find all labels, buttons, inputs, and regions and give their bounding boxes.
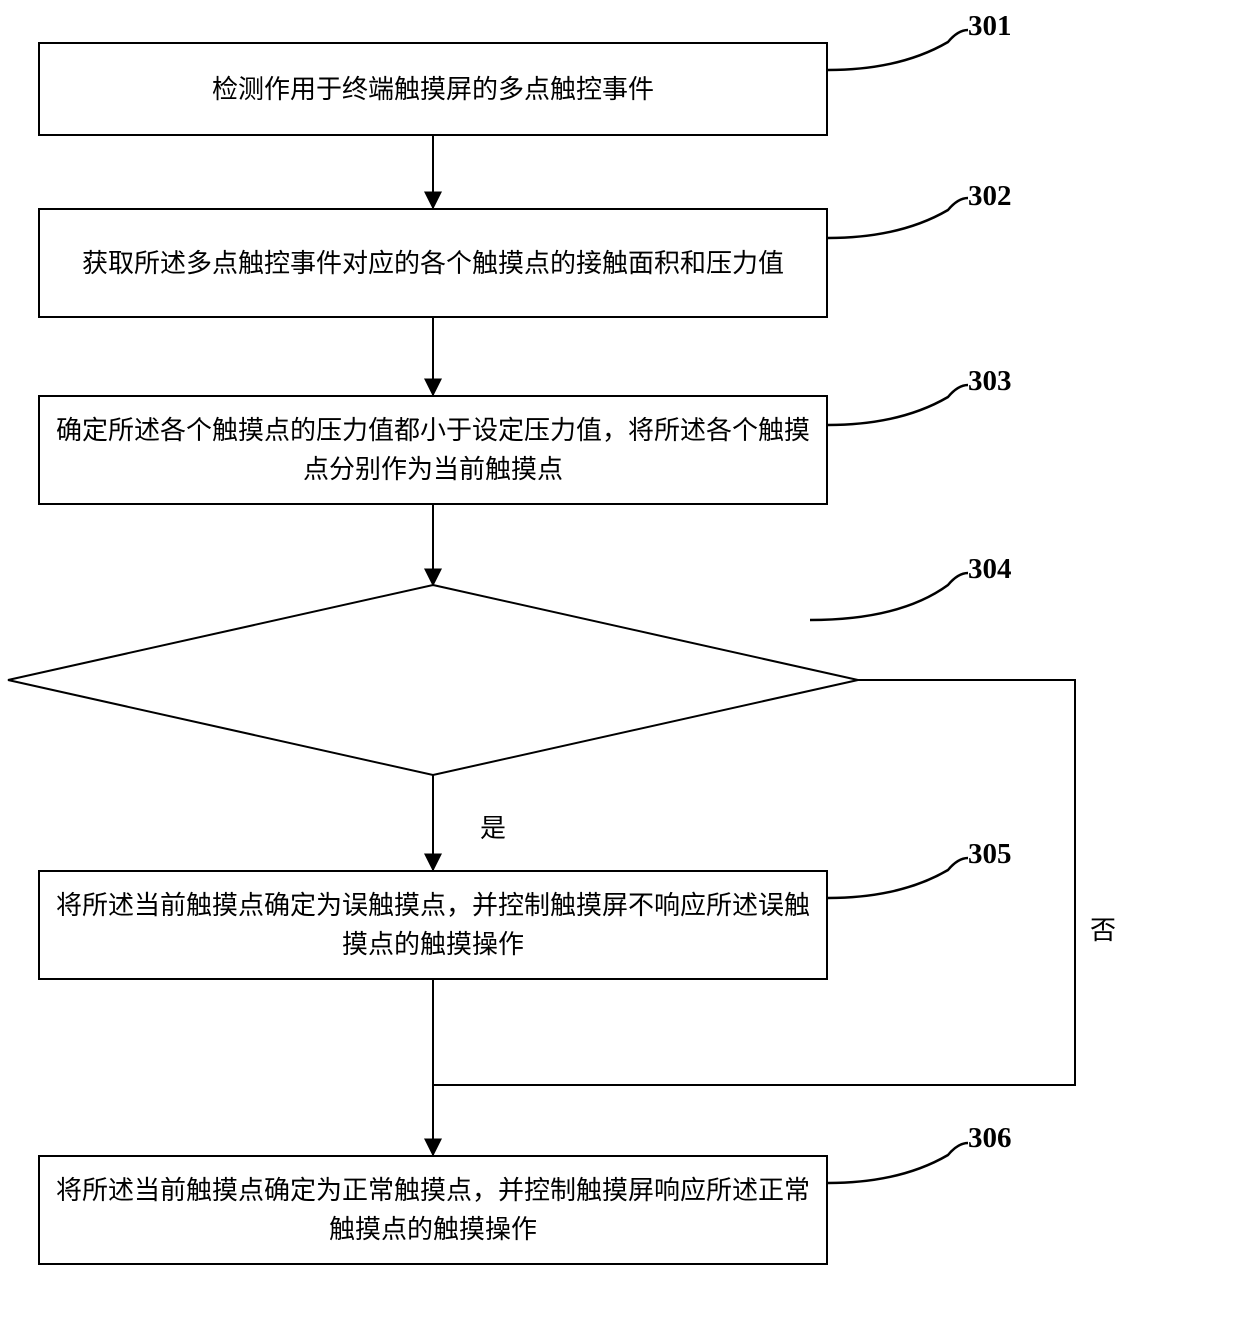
- node-304-text: 判断 当前触摸点的接触面积是否大于预设面积阈值: [120, 640, 746, 715]
- step-label-301: 301: [968, 10, 1012, 43]
- node-304-line1: 判断: [407, 644, 459, 673]
- step-label-305: 305: [968, 838, 1012, 871]
- edge-label-yes: 是: [480, 808, 506, 845]
- step-label-303: 303: [968, 365, 1012, 398]
- node-306-text: 将所述当前触摸点确定为正常触摸点，并控制触摸屏响应所述正常触摸点的触摸操作: [54, 1171, 812, 1249]
- step-label-302: 302: [968, 180, 1012, 213]
- node-305: 将所述当前触摸点确定为误触摸点，并控制触摸屏不响应所述误触摸点的触摸操作: [38, 870, 828, 980]
- edge-label-no: 否: [1090, 910, 1116, 947]
- step-label-306: 306: [968, 1122, 1012, 1155]
- node-305-text: 将所述当前触摸点确定为误触摸点，并控制触摸屏不响应所述误触摸点的触摸操作: [54, 886, 812, 964]
- node-303-text: 确定所述各个触摸点的压力值都小于设定压力值，将所述各个触摸点分别作为当前触摸点: [54, 411, 812, 489]
- flowchart-canvas: 检测作用于终端触摸屏的多点触控事件 301 获取所述多点触控事件对应的各个触摸点…: [0, 0, 1240, 1326]
- node-302: 获取所述多点触控事件对应的各个触摸点的接触面积和压力值: [38, 208, 828, 318]
- node-301-text: 检测作用于终端触摸屏的多点触控事件: [212, 70, 654, 109]
- node-306: 将所述当前触摸点确定为正常触摸点，并控制触摸屏响应所述正常触摸点的触摸操作: [38, 1155, 828, 1265]
- node-302-text: 获取所述多点触控事件对应的各个触摸点的接触面积和压力值: [82, 244, 784, 283]
- node-303: 确定所述各个触摸点的压力值都小于设定压力值，将所述各个触摸点分别作为当前触摸点: [38, 395, 828, 505]
- step-label-304: 304: [968, 553, 1012, 586]
- node-304-line2: 当前触摸点的接触面积是否大于预设面积阈值: [173, 682, 693, 711]
- node-301: 检测作用于终端触摸屏的多点触控事件: [38, 42, 828, 136]
